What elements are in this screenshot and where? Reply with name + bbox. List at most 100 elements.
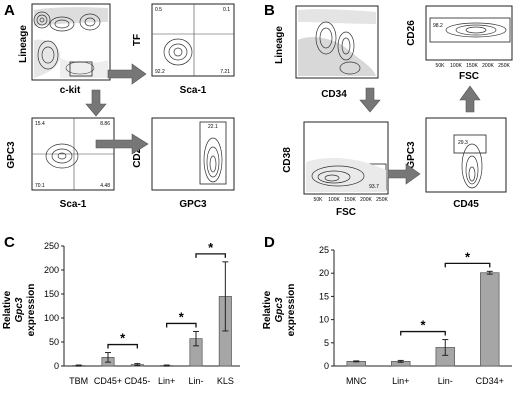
arrow-right-icon: [107, 63, 147, 85]
quadrant-value: 8.86: [100, 121, 110, 127]
panel-c-label: C: [4, 234, 15, 251]
x-tick-labels: 50K 100K 150K 200K 250K: [436, 63, 511, 69]
axis-y-label: TF: [132, 34, 143, 46]
axis-x-label: Sca-1: [180, 85, 207, 96]
x-tick-label: Lin-: [188, 376, 203, 386]
y-tick-label: 0: [54, 361, 59, 371]
quadrant-value: 4.48: [100, 183, 110, 189]
panel-c-chart: 0 50 100 150 200 250 TBM CD45+ CD45- Lin+ Lin- KLS *…: [44, 240, 240, 386]
panel-b-plot2: 98.2 50K 100K 150K 200K 250K CD26 FSC: [406, 5, 513, 82]
panel-a-plot2: 0.5 0.1 92.2 7.21 TF Sca-1: [132, 3, 235, 96]
axis-y-label: CD38: [282, 147, 293, 173]
gate-box: [69, 61, 93, 77]
x-tick-label: Lin+: [158, 376, 175, 386]
arrow-right-icon: [387, 163, 421, 185]
svg-text:50K: 50K: [436, 63, 446, 69]
x-tick-label: MNC: [346, 376, 367, 386]
gate-box: [453, 134, 487, 154]
svg-text:150K: 150K: [344, 197, 356, 203]
arrow-down-icon: [359, 87, 381, 113]
svg-text:100K: 100K: [328, 197, 340, 203]
panel-d-label: D: [264, 234, 275, 251]
quadrant-value: 70.1: [35, 183, 45, 189]
panel-b-arrows: [359, 85, 481, 185]
y-tick-label: 100: [44, 313, 59, 323]
x-tick-label: Lin+: [392, 376, 409, 386]
axis-x-label: GPC3: [179, 199, 207, 210]
quadrant-value: 0.1: [223, 7, 230, 13]
axis-y-label: CD26: [406, 20, 417, 46]
panel-b-plot1: Lineage CD34: [274, 5, 379, 100]
significance-star: *: [465, 249, 471, 264]
y-tick-label: 5: [324, 338, 329, 348]
significance-star: *: [208, 240, 214, 255]
significance-bracket: [444, 262, 491, 268]
y-tick-label: 150: [44, 289, 59, 299]
arrow-right-icon: [95, 133, 149, 155]
gate-box: [199, 121, 227, 185]
gate-value: 93.7: [369, 184, 379, 190]
gate-box: [429, 17, 511, 43]
significance-bracket: [400, 330, 446, 336]
axis-y-label: CD26: [132, 142, 143, 168]
y-tick-label: 50: [49, 337, 59, 347]
arrow-up-icon: [459, 85, 481, 113]
significance-bracket: [195, 253, 226, 258]
y-tick-label: 25: [319, 245, 329, 255]
significance-star: *: [179, 309, 185, 324]
svg-text:50K: 50K: [314, 197, 324, 203]
svg-text:250K: 250K: [498, 63, 510, 69]
axis-x-label: Sca-1: [60, 199, 87, 210]
panel-a-plot3: 15.4 8.86 70.1 4.48 GPC3 Sca-1: [6, 117, 115, 210]
y-tick-label: 15: [319, 291, 329, 301]
significance-star: *: [420, 318, 426, 333]
svg-text:Relative: Relative: [262, 290, 273, 329]
svg-text:Gpc3: Gpc3: [274, 297, 285, 322]
axis-y-label: Lineage: [18, 25, 29, 63]
svg-text:200K: 200K: [482, 63, 494, 69]
quadrant-value: 7.21: [220, 69, 230, 75]
svg-text:100K: 100K: [450, 63, 462, 69]
x-tick-label: Lin-: [438, 376, 453, 386]
plot-frame: [425, 117, 507, 193]
axis-x-label: FSC: [459, 71, 479, 82]
axis-y-label: GPC3: [406, 141, 417, 169]
quadrant-value: 0.5: [155, 7, 162, 13]
svg-text:Gpc3: Gpc3: [14, 297, 25, 322]
svg-text:expression: expression: [286, 284, 297, 337]
y-tick-label: 250: [44, 241, 59, 251]
panel-c-ylabel: Relative Gpc3 expression: [2, 284, 37, 337]
significance-bracket: [107, 343, 138, 349]
axis-x-label: CD34: [321, 89, 347, 100]
x-tick-label: KLS: [217, 376, 234, 386]
panel-a-arrows: [85, 63, 149, 155]
y-tick-label: 10: [319, 315, 329, 325]
x-tick-label: CD45+: [94, 376, 122, 386]
arrow-down-icon: [85, 89, 107, 117]
plot-frame: [151, 117, 235, 191]
plot-frame: [151, 3, 235, 77]
axis-y-label: GPC3: [6, 141, 17, 169]
contour-dots: [33, 7, 108, 78]
significance-bracket: [166, 322, 197, 328]
plot-frame: [425, 5, 513, 61]
panel-a-plot4: 22.1 CD26 GPC3: [132, 117, 235, 210]
panel-b-label: B: [264, 2, 275, 19]
x-tick-labels: 50K 100K 150K 200K 250K: [314, 197, 389, 203]
panel-d-ylabel: Relative Gpc3 expression: [262, 284, 297, 337]
svg-text:250K: 250K: [376, 197, 388, 203]
panel-d-chart: 0 5 10 15 20 25 MNC Lin+ Lin- CD34+ * *: [319, 245, 512, 386]
svg-text:200K: 200K: [360, 197, 372, 203]
quadrant-value: 15.4: [35, 121, 45, 127]
y-tick-label: 200: [44, 265, 59, 275]
svg-text:Relative: Relative: [2, 290, 13, 329]
panel-a-label: A: [4, 2, 15, 19]
axis-y-label: Lineage: [274, 26, 285, 64]
x-tick-label: CD45-: [124, 376, 150, 386]
svg-text:150K: 150K: [466, 63, 478, 69]
axis-x-label: c-kit: [60, 85, 81, 96]
x-tick-label: TBM: [69, 376, 88, 386]
panel-a-plot1: Lineage c-kit: [18, 3, 111, 96]
svg-text:expression: expression: [26, 284, 37, 337]
